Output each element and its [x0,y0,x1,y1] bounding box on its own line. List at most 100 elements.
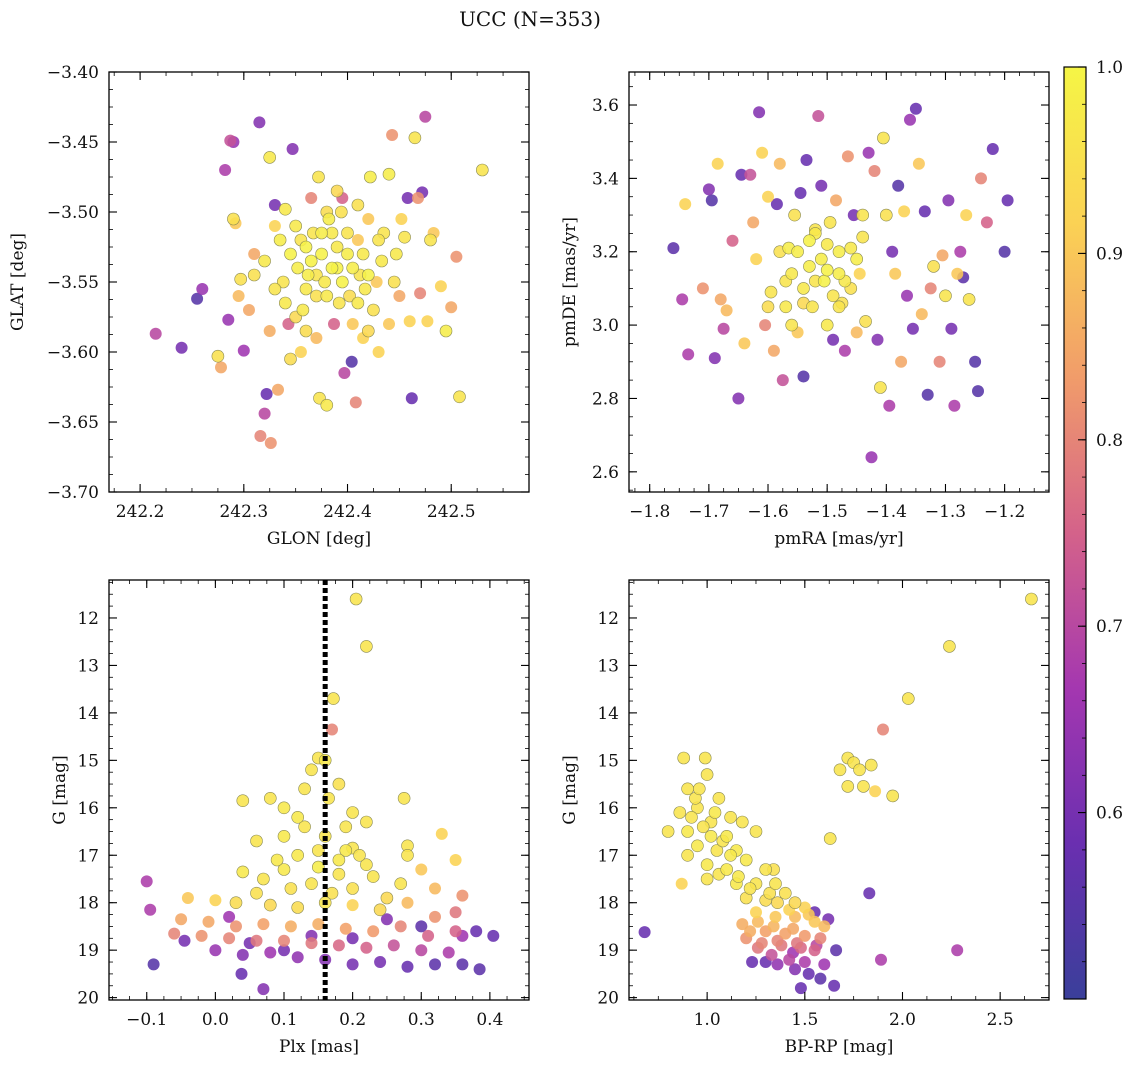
data-point [838,344,851,357]
data-point [263,151,277,164]
data-point [449,854,462,866]
data-point [797,370,810,383]
data-point [803,234,816,247]
panel-pmra-pmde: −1.8 −1.7 −1.6 −1.5 −1.4 −1.3 −1.2 2.6 2.8 3.0 3.2… [560,71,1050,549]
data-point [794,982,807,995]
data-point [789,963,801,976]
data-point [939,289,952,303]
data-point [421,315,434,328]
x-tick-label: 242.3 [219,502,268,522]
data-point [857,780,870,793]
data-point [800,154,813,166]
y-tick-label: 3.6 [592,96,619,116]
data-point [291,810,305,824]
data-point [681,848,694,862]
data-point [791,245,804,258]
data-point [901,692,915,705]
data-point [202,915,215,928]
data-point [453,390,466,404]
y-tick-label: 19 [597,941,619,961]
data-point [802,967,815,980]
data-point [408,131,422,145]
data-point [753,106,766,119]
data-point [341,226,354,240]
data-point [224,134,237,147]
data-point [743,882,757,895]
data-point [936,249,949,262]
data-point [211,349,225,363]
data-point [818,958,831,971]
data-point [850,326,863,339]
data-point [175,913,188,926]
data-point [487,929,500,942]
y-tick-label: −3.65 [47,413,99,433]
data-point [951,267,964,280]
data-point [912,157,925,170]
data-point [305,763,318,777]
data-point [424,233,437,247]
data-point [841,780,855,793]
data-point [685,810,698,824]
data-point [945,322,958,335]
data-point [222,313,235,326]
data-point [449,925,462,938]
data-point [720,304,733,317]
data-point [235,967,248,980]
data-point [414,287,427,300]
y-tick-label: 3.2 [592,243,619,263]
data-point [898,205,911,218]
x-tick-label: −1.5 [807,502,848,522]
data-point [691,839,704,853]
data-point [864,758,878,772]
x-tick-label: 0.4 [476,1010,503,1030]
data-point [986,143,999,155]
data-point [181,892,194,904]
data-point [270,853,284,867]
data-point [219,164,232,176]
data-point [779,300,793,314]
data-point [863,887,876,900]
data-point [215,361,227,374]
data-point [258,407,271,420]
data-point [871,333,884,346]
y-tick-label: 12 [77,609,99,629]
data-point [263,791,277,805]
data-point [475,163,489,177]
data-point [258,254,271,268]
data-point [277,829,291,843]
data-point [250,934,263,947]
data-point [818,920,831,933]
data-point [812,110,825,122]
data-point [346,882,359,895]
data-point [744,168,757,181]
x-tick-label: −1.6 [747,502,788,522]
data-point [349,396,362,409]
data-point [844,241,858,255]
y-tick-label: −3.45 [47,133,99,153]
data-point [435,827,448,840]
data-point [236,948,249,961]
data-point [732,870,745,883]
data-point [305,937,318,950]
x-tick-label: 0.0 [202,1010,229,1030]
data-point [751,915,764,928]
y-tick-label: 12 [597,609,619,629]
data-point [456,958,469,971]
data-point [883,399,896,412]
data-point [879,208,893,222]
data-point [299,282,313,296]
y-tick-label: 16 [77,799,99,819]
y-tick-label: −3.60 [47,343,99,363]
data-point [787,922,800,935]
data-point [349,592,363,606]
data-point [808,944,821,957]
data-point [856,208,870,222]
data-point [284,920,297,933]
panel-glon-glat: 242.2 242.3 242.4 242.5 −3.70 −3.65 −3.60 −3.55… [8,63,530,549]
data-point [346,261,360,275]
data-point [346,899,359,912]
panel-color-magnitude: 1.0 1.5 2.0 2.5 12 13 14 15 16 17 18 19 20 BP-RP [mag… [560,579,1050,1057]
data-point [395,213,408,225]
data-point [358,282,372,296]
colorbar-tick-label: 1.0 [1096,58,1123,78]
